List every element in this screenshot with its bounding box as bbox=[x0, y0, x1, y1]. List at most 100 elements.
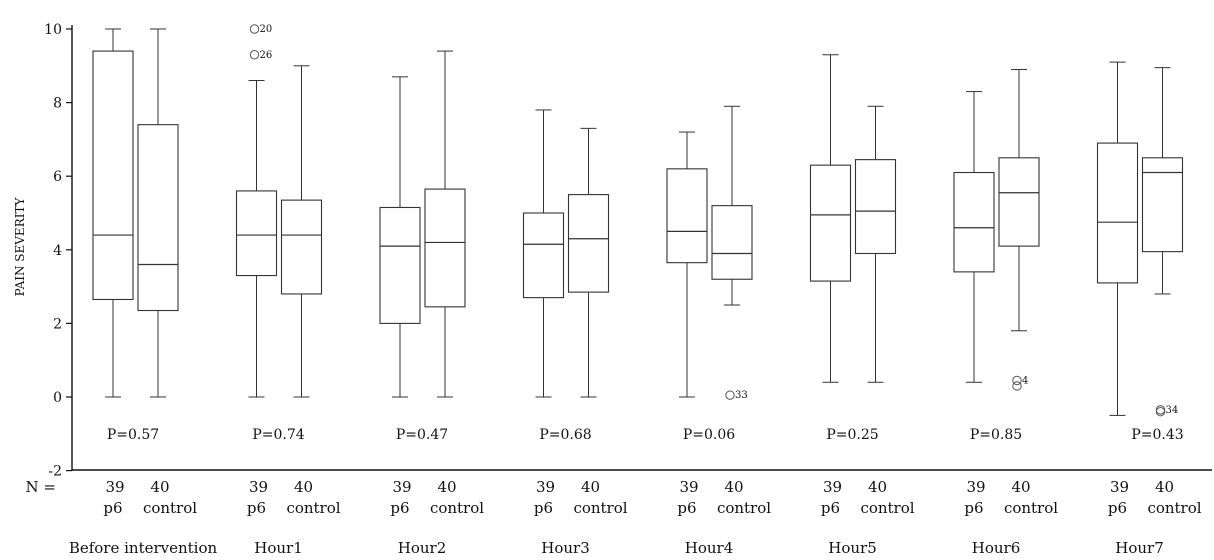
series-label: control bbox=[717, 499, 771, 517]
series-label: control bbox=[430, 499, 484, 517]
n-count-label: 40 bbox=[581, 478, 600, 496]
n-count-label: 40 bbox=[724, 478, 743, 496]
group-label: Hour3 bbox=[541, 539, 590, 557]
outlier-label: 26 bbox=[260, 50, 273, 61]
p-value-label: P=0.85 bbox=[970, 427, 1022, 443]
p-value-label: P=0.68 bbox=[539, 427, 591, 443]
outlier-label: 33 bbox=[735, 390, 748, 401]
box-control: 40 control bbox=[280, 65, 341, 517]
outlier-label: 34 bbox=[1166, 405, 1179, 416]
series-label: control bbox=[286, 499, 340, 517]
p-value-label: P=0.47 bbox=[396, 427, 448, 443]
p-value-label: P=0.06 bbox=[683, 427, 735, 443]
box-control: 34 40 control bbox=[1141, 67, 1202, 517]
iqr-box bbox=[137, 124, 179, 312]
series-label: control bbox=[573, 499, 627, 517]
group-label: Hour7 bbox=[1115, 539, 1164, 557]
y-tick-label: 2 bbox=[53, 316, 62, 332]
n-count-label: 39 bbox=[536, 478, 555, 496]
group-label: Before intervention bbox=[69, 539, 218, 557]
p-value-label: P=0.57 bbox=[107, 427, 159, 443]
n-count-label: 40 bbox=[1011, 478, 1030, 496]
series-label: p6 bbox=[821, 499, 840, 517]
group-label: Hour1 bbox=[254, 539, 303, 557]
iqr-box bbox=[567, 194, 610, 293]
y-tick-label: 4 bbox=[53, 243, 62, 259]
iqr-box bbox=[1096, 142, 1139, 284]
iqr-box bbox=[854, 159, 897, 255]
series-label: p6 bbox=[964, 499, 983, 517]
box-control: 40 control bbox=[854, 105, 915, 517]
y-tick-label: 10 bbox=[44, 22, 62, 38]
n-count-label: 40 bbox=[437, 478, 456, 496]
series-label: control bbox=[1147, 499, 1201, 517]
n-count-label: 40 bbox=[294, 478, 313, 496]
n-count-label: 39 bbox=[392, 478, 411, 496]
group-label: Hour6 bbox=[972, 539, 1021, 557]
n-prefix-label: N = bbox=[26, 478, 56, 496]
iqr-box bbox=[280, 199, 323, 295]
n-count-label: 40 bbox=[150, 478, 169, 496]
outlier-label: 4 bbox=[1022, 375, 1028, 386]
y-tick-label: 8 bbox=[53, 96, 62, 112]
box-control: 40 control bbox=[137, 28, 197, 517]
series-label: control bbox=[860, 499, 914, 517]
iqr-box bbox=[711, 205, 753, 280]
box-group: 20 26 39 p6 40 control P=0.74 Hour1 bbox=[235, 24, 341, 557]
outlier-point bbox=[1155, 405, 1166, 415]
y-tick-label: -2 bbox=[48, 464, 62, 480]
box-control: 33 40 control bbox=[711, 105, 771, 517]
iqr-box bbox=[424, 188, 466, 308]
y-tick-label: 6 bbox=[53, 169, 62, 185]
iqr-box bbox=[1141, 157, 1184, 253]
series-label: p6 bbox=[677, 499, 696, 517]
outlier-label: 20 bbox=[260, 24, 273, 35]
n-count-label: 40 bbox=[1155, 478, 1174, 496]
series-label: p6 bbox=[390, 499, 409, 517]
iqr-box bbox=[666, 168, 708, 264]
n-count-label: 39 bbox=[105, 478, 124, 496]
outlier-point bbox=[249, 24, 260, 34]
series-label: control bbox=[143, 499, 197, 517]
box-p6: 20 26 39 p6 bbox=[235, 24, 278, 517]
p-value-label: P=0.43 bbox=[1131, 427, 1183, 443]
iqr-box bbox=[809, 164, 852, 282]
box-control: 4 40 control bbox=[998, 68, 1058, 517]
outlier-point bbox=[1012, 375, 1022, 386]
series-label: p6 bbox=[1108, 499, 1127, 517]
series-label: p6 bbox=[103, 499, 122, 517]
iqr-box bbox=[998, 157, 1040, 247]
box-control: 40 control bbox=[424, 50, 484, 517]
series-label: p6 bbox=[247, 499, 266, 517]
iqr-box bbox=[92, 50, 134, 301]
outlier-point bbox=[725, 390, 735, 400]
group-label: Hour2 bbox=[398, 539, 447, 557]
n-count-label: 39 bbox=[823, 478, 842, 496]
group-label: Hour4 bbox=[685, 539, 734, 557]
n-count-label: 39 bbox=[679, 478, 698, 496]
n-count-label: 40 bbox=[868, 478, 887, 496]
iqr-box bbox=[522, 212, 565, 299]
iqr-box bbox=[235, 190, 278, 277]
outlier-point bbox=[1012, 381, 1022, 391]
iqr-box bbox=[953, 171, 995, 273]
series-label: control bbox=[1004, 499, 1058, 517]
y-axis-label: PAIN SEVERITY bbox=[13, 197, 27, 297]
n-count-label: 39 bbox=[966, 478, 985, 496]
box-control: 40 control bbox=[567, 127, 628, 517]
series-label: p6 bbox=[534, 499, 553, 517]
n-count-label: 39 bbox=[249, 478, 268, 496]
